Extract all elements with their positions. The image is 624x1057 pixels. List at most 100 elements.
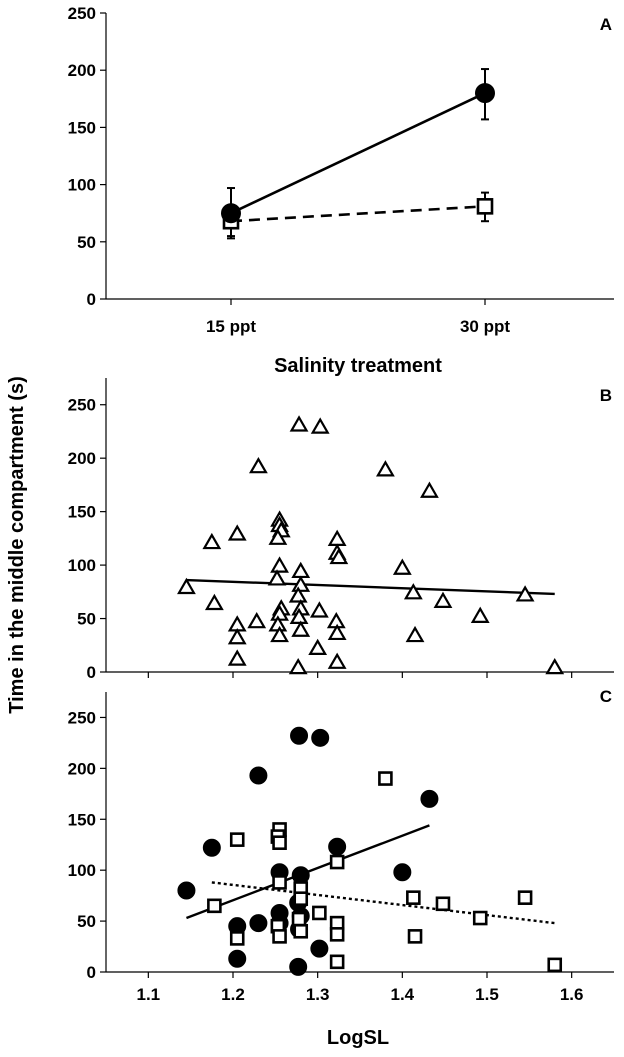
- panel-c-point-square: [272, 835, 287, 850]
- panel-c-point-square: [207, 898, 222, 914]
- panel-c-point-circle: [420, 789, 439, 808]
- panel-b-point-triangle: [227, 628, 247, 645]
- panel-c-y-tick-label: 150: [68, 810, 96, 829]
- panel-b-point-triangle: [247, 611, 267, 629]
- panel-a-x-tick-label: 30 ppt: [460, 317, 510, 336]
- panel-c-point-square: [517, 890, 533, 905]
- panel-a-y-tick-label: 0: [87, 290, 96, 309]
- panel-c-point-square: [272, 875, 287, 890]
- panel-a-x-tick-label: 15 ppt: [206, 317, 256, 336]
- panel-b-point-triangle: [202, 532, 222, 550]
- panel-b-y-tick-label: 200: [68, 449, 96, 468]
- panel-b-point-triangle: [403, 583, 423, 600]
- panel-b-point-triangle: [288, 586, 308, 603]
- panel-c-point-square: [407, 929, 423, 944]
- panel-b-point-triangle: [248, 456, 268, 474]
- panel-c-point-circle: [249, 766, 268, 785]
- panel-a-point-circle: [221, 203, 241, 224]
- panel-c-point-square: [229, 832, 245, 847]
- panel-b-point-triangle: [227, 649, 247, 666]
- panel-c-x-tick-label: 1.1: [137, 985, 161, 1004]
- panel-b-point-triangle: [267, 569, 287, 586]
- panel-c-x-tick-label: 1.3: [306, 985, 330, 1004]
- panel-a-point-square: [476, 198, 494, 215]
- panel-b-point-triangle: [327, 623, 347, 641]
- panel-b-point-triangle: [420, 481, 439, 498]
- panel-b-point-triangle: [291, 620, 311, 637]
- panel-b-point-triangle: [289, 415, 309, 432]
- panel-c-point-square: [378, 771, 393, 786]
- panel-a-series-line-circles: [230, 91, 486, 215]
- panel-b-y-tick-label: 100: [68, 556, 96, 575]
- panel-c-point-square: [312, 905, 327, 921]
- panel-c-point-square: [472, 910, 488, 926]
- panel-c-point-square: [293, 891, 309, 906]
- panel-c-x-tick-label: 1.2: [221, 985, 245, 1004]
- panel-c-x-tick-label: 1.5: [475, 985, 499, 1004]
- panel-b-point-triangle: [470, 606, 490, 623]
- panel-c-y-tick-label: 250: [68, 708, 96, 727]
- panel-c-point-circle: [177, 881, 196, 900]
- panel-a-x-axis-title: Salinity treatment: [274, 355, 442, 377]
- panel-c-y-tick-label: 50: [77, 912, 96, 931]
- panel-b-point-triangle: [310, 417, 330, 434]
- panel-b-point-triangle: [327, 529, 347, 546]
- panel-b-point-triangle: [392, 558, 412, 575]
- panel-b-point-triangle: [405, 625, 425, 643]
- panel-c-point-square: [272, 929, 287, 944]
- panel-b-point-triangle: [270, 556, 289, 573]
- panel-c-y-tick-label: 0: [87, 963, 96, 982]
- panel-c-y-tick-label: 200: [68, 759, 96, 778]
- panel-b-fit-line: [186, 578, 555, 596]
- panel-b-point-triangle: [177, 577, 196, 595]
- panel-b-letter: B: [600, 386, 612, 405]
- panel-a-point-circle: [475, 83, 495, 104]
- panel-c-point-circle: [393, 863, 412, 882]
- panel-c-x-axis-title: LogSL: [327, 1027, 389, 1049]
- panel-b-point-triangle: [327, 652, 347, 669]
- panel-c-point-circle: [290, 726, 309, 745]
- panel-c-point-square: [291, 911, 307, 927]
- panel-c-point-circle: [310, 939, 329, 958]
- y-axis-title: Time in the middle compartment (s): [6, 376, 28, 713]
- panel-c-x-tick-label: 1.6: [560, 985, 584, 1004]
- panel-c-point-square: [329, 854, 345, 870]
- panel-c-point-square: [435, 896, 451, 912]
- panel-a-series-line-squares: [230, 205, 486, 223]
- panel-b-point-triangle: [515, 585, 535, 602]
- panel-c-point-square: [547, 957, 563, 973]
- panel-c-point-circle: [289, 957, 308, 976]
- panel-c-point-circle: [228, 949, 247, 968]
- panel-b-point-triangle: [309, 601, 329, 618]
- panel-c-x-tick-label: 1.4: [391, 985, 415, 1004]
- panel-c-point-square: [329, 927, 345, 942]
- panel-b-point-triangle: [545, 657, 565, 675]
- panel-c-point-circle: [311, 728, 330, 747]
- panel-b-point-triangle: [270, 625, 289, 643]
- panel-b-point-triangle: [289, 607, 309, 625]
- panel-b-point-triangle: [227, 524, 247, 541]
- panel-b-point-triangle: [204, 593, 224, 611]
- panel-a-y-tick-label: 150: [68, 118, 96, 137]
- panel-c-point-square: [293, 923, 309, 939]
- panel-b-point-triangle: [291, 561, 311, 579]
- panel-b-point-triangle: [329, 547, 349, 565]
- panel-c-point-square: [229, 931, 245, 946]
- panel-b-y-tick-label: 0: [87, 663, 96, 682]
- panel-a-y-tick-label: 100: [68, 176, 96, 195]
- panel-b-point-triangle: [308, 638, 328, 656]
- panel-b-point-triangle: [433, 591, 453, 608]
- panel-b-y-tick-label: 50: [77, 610, 96, 629]
- panel-c-point-square: [406, 890, 421, 905]
- panel-a-y-tick-label: 200: [68, 61, 96, 80]
- panel-b-point-triangle: [268, 528, 288, 545]
- panel-b-point-triangle: [288, 657, 308, 675]
- panel-c-y-tick-label: 100: [68, 861, 96, 880]
- panel-b-y-tick-label: 150: [68, 503, 96, 522]
- panel-a-letter: A: [600, 15, 612, 34]
- panel-c-letter: C: [600, 687, 612, 706]
- panel-c-point-square: [329, 954, 345, 970]
- panel-b-point-triangle: [375, 460, 395, 477]
- panel-c-point-circle: [249, 914, 268, 933]
